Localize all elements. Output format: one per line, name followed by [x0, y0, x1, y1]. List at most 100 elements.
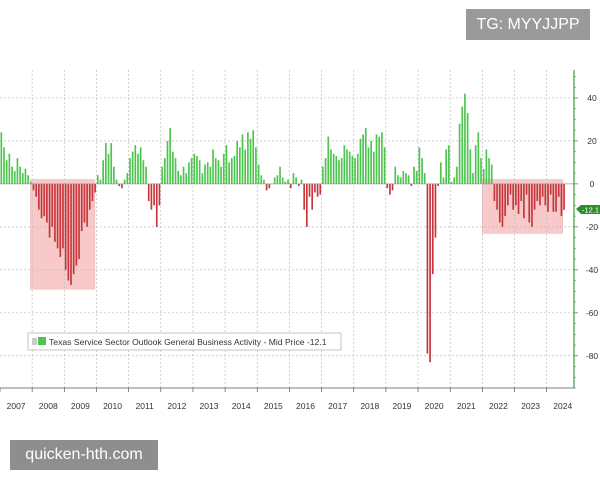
bar [51, 183, 54, 227]
last-price-tag: -12.1 [576, 205, 600, 215]
bar [338, 160, 340, 184]
bar [230, 158, 233, 184]
bar [5, 160, 8, 184]
bar [461, 106, 464, 184]
bar [27, 175, 29, 184]
bar [265, 183, 268, 191]
bar [225, 145, 228, 184]
bar [453, 177, 456, 184]
bar [252, 130, 255, 184]
watermark-bottom: quicken-hth.com [10, 440, 158, 470]
bar [91, 183, 94, 202]
x-tick-label: 2019 [392, 401, 411, 411]
x-tick-label: 2022 [489, 401, 508, 411]
bar [356, 153, 359, 184]
bar [67, 183, 70, 281]
bar [456, 166, 458, 184]
bar [169, 128, 171, 184]
x-tick-label: 2013 [200, 401, 219, 411]
bar [394, 166, 397, 184]
bar [474, 145, 477, 184]
bar [96, 175, 99, 184]
y-tick-label: 0 [590, 179, 595, 189]
bar [531, 183, 533, 227]
bar [13, 170, 16, 184]
bar [383, 147, 386, 184]
bar [493, 183, 496, 202]
bar [300, 179, 303, 184]
bar [389, 183, 391, 195]
bar [196, 155, 198, 184]
bar [134, 145, 137, 184]
bar [429, 183, 431, 363]
bar [180, 175, 182, 184]
bar [297, 183, 300, 187]
bar [405, 173, 407, 184]
bar [322, 166, 324, 184]
bar [488, 158, 490, 184]
bar [557, 183, 560, 197]
bar [257, 164, 260, 184]
bar [472, 173, 474, 184]
bar [431, 183, 434, 275]
bar [343, 145, 346, 184]
bar [177, 170, 180, 184]
bar [88, 183, 91, 210]
bar [308, 183, 311, 197]
y-tick-label: -40 [586, 265, 599, 275]
bar [378, 136, 381, 184]
bar [477, 132, 480, 184]
bar [11, 166, 13, 184]
bar [284, 181, 287, 184]
bar [281, 177, 284, 184]
bar [458, 123, 461, 184]
bar [255, 147, 257, 184]
bar [397, 175, 399, 184]
bar [528, 183, 531, 223]
bar [150, 183, 153, 210]
bar [35, 183, 38, 197]
bar [372, 151, 375, 184]
bar [247, 132, 249, 184]
bar [533, 183, 536, 210]
bar [335, 155, 338, 184]
bar [434, 183, 437, 238]
bar [129, 158, 131, 184]
bar [263, 179, 265, 184]
bar [137, 153, 139, 184]
bar [3, 147, 5, 184]
bar [539, 183, 541, 206]
x-tick-label: 2008 [39, 401, 58, 411]
y-tick-label: -80 [586, 351, 599, 361]
bar [501, 183, 504, 227]
bar [21, 173, 24, 184]
bar [506, 183, 509, 206]
bar [32, 183, 35, 191]
x-tick-label: 2024 [553, 401, 572, 411]
bar [86, 183, 88, 227]
bar [490, 164, 493, 184]
bar [172, 151, 174, 184]
x-tick-label: 2021 [457, 401, 476, 411]
bar [354, 158, 356, 184]
bar [43, 183, 46, 217]
bar [102, 160, 105, 184]
bar [563, 183, 565, 210]
x-axis: 2007 2008 2009 2010 2011 2012 2013 2014 2015 2016… [0, 387, 574, 411]
bar [24, 168, 27, 184]
bar [185, 173, 188, 184]
bar [8, 153, 11, 184]
bar [544, 183, 547, 206]
bar [153, 183, 155, 206]
legend-label: Texas Service Sector Outlook General Bus… [49, 337, 327, 347]
bar [496, 183, 498, 210]
bar [105, 143, 107, 184]
bar [94, 183, 96, 193]
bar [413, 166, 415, 184]
bar [316, 183, 319, 197]
bar [303, 183, 305, 210]
bar [182, 166, 185, 184]
bar [131, 151, 134, 184]
bar [80, 183, 83, 232]
bar [126, 173, 129, 184]
